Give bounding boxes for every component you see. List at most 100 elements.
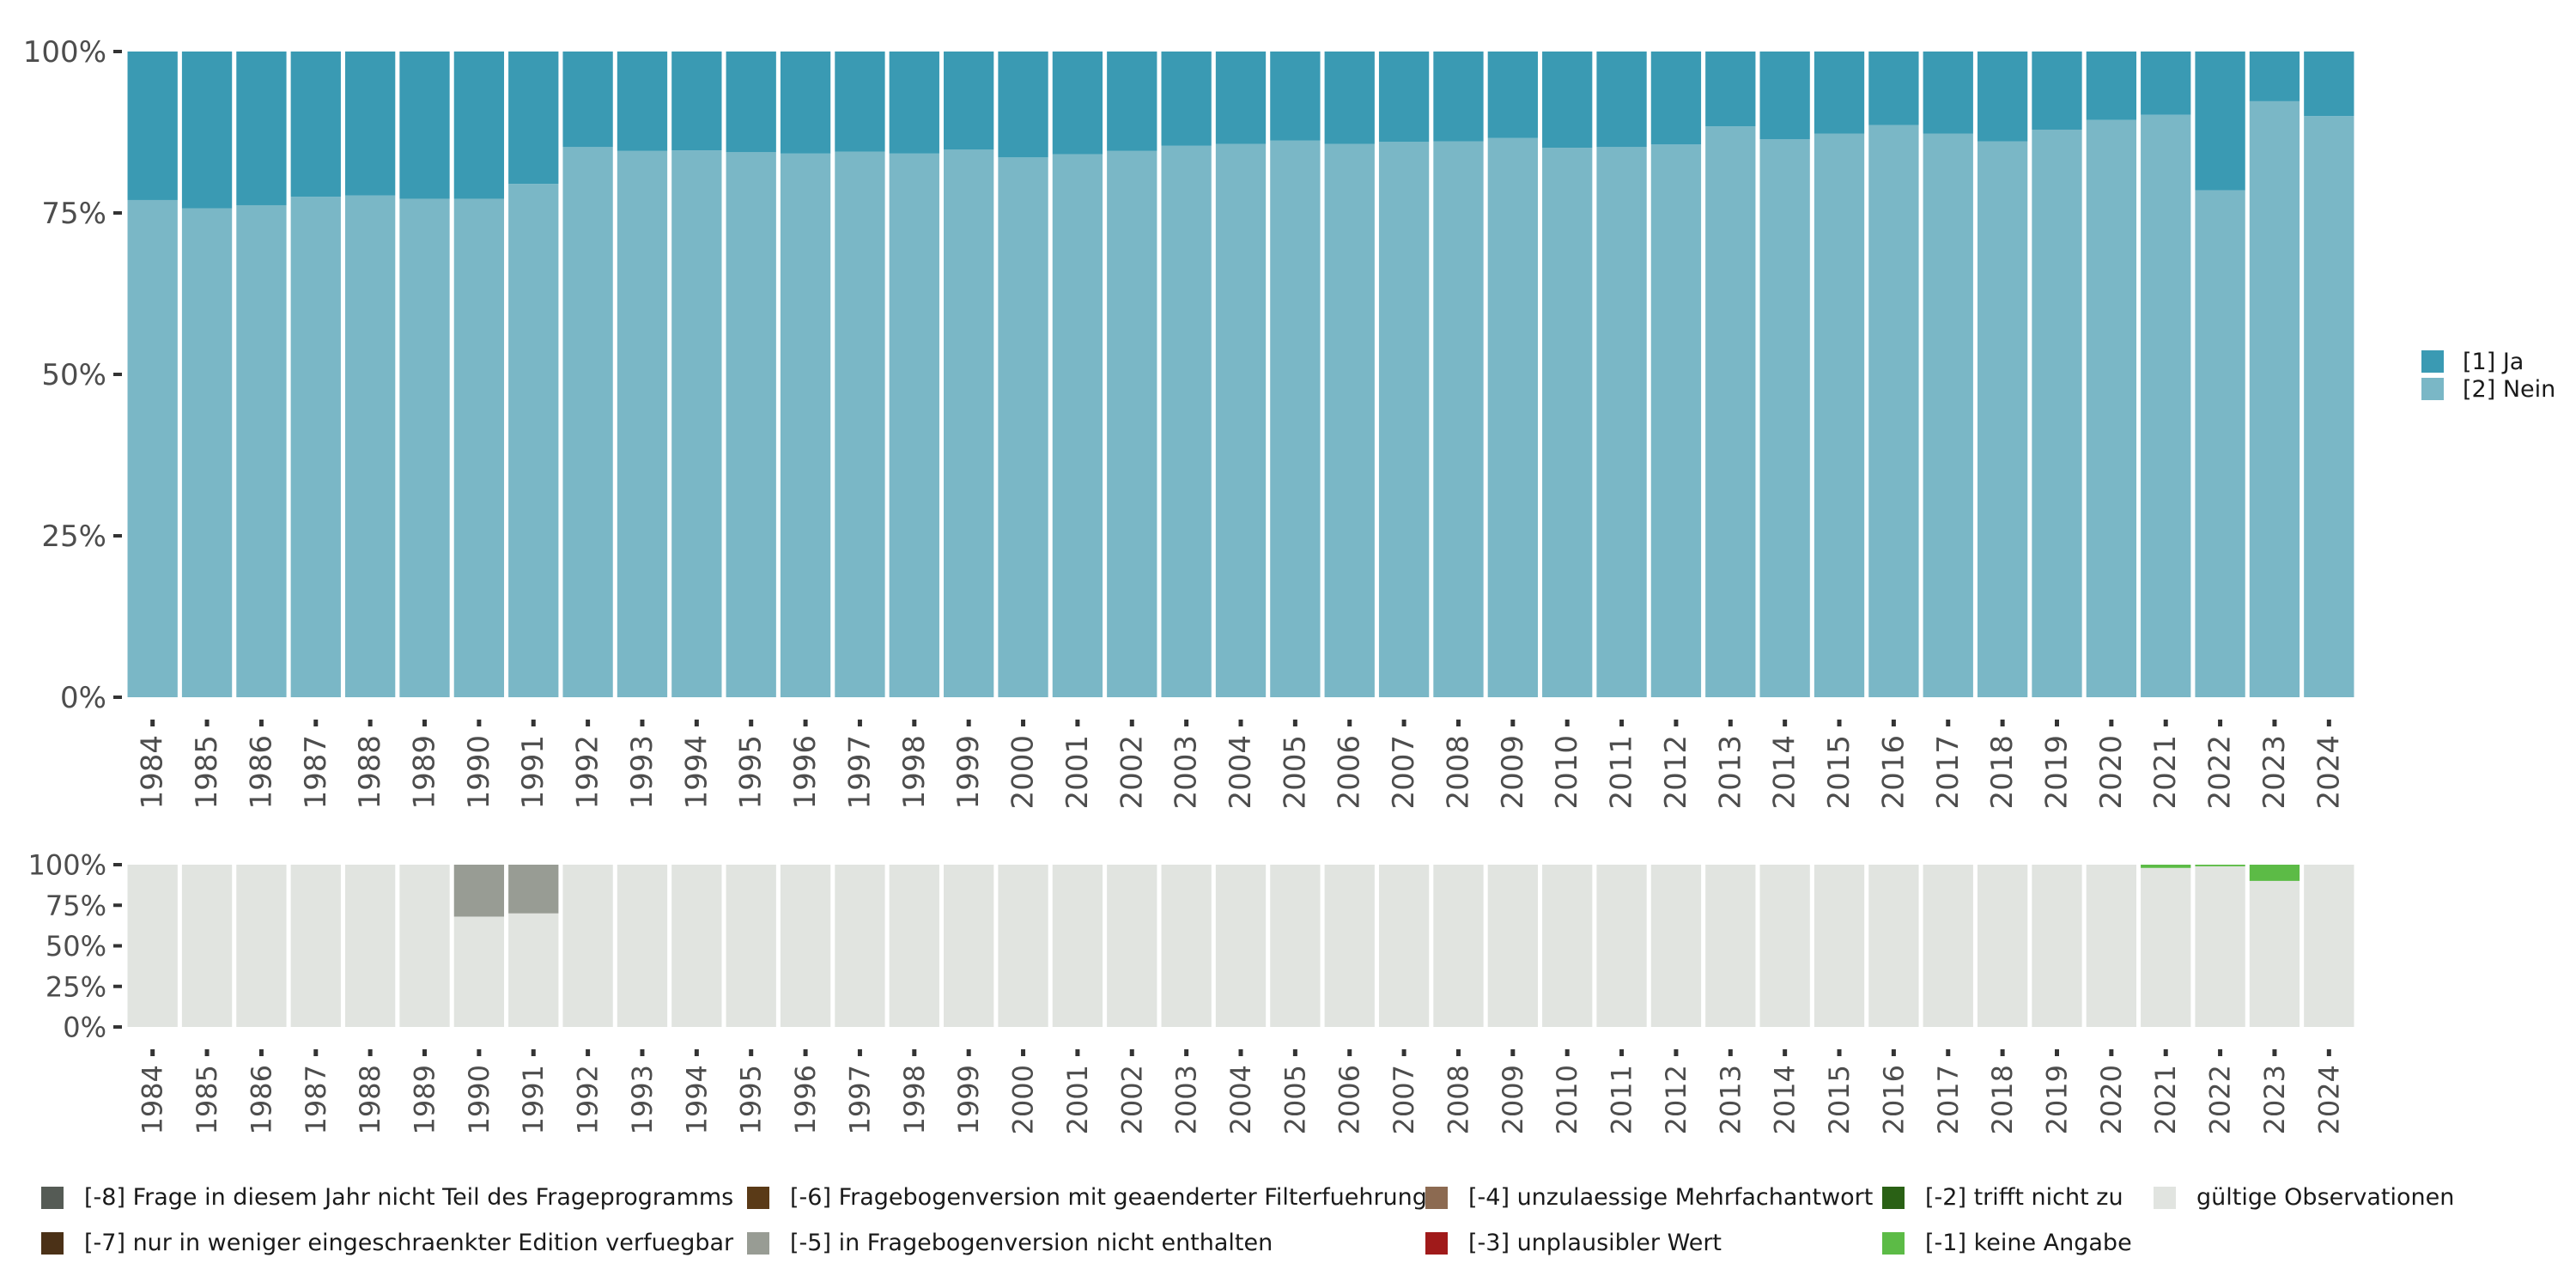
bottom-bar-1996-series-0: [780, 865, 831, 1027]
top-bar-2012-series-1: [1650, 52, 1702, 145]
top-legend-swatch-0: [2421, 350, 2444, 373]
top-bar-2010-series-1: [1542, 52, 1593, 149]
top-bar-1997-series-0: [835, 151, 885, 697]
bottom-x-tick-label-2013: 2013: [1714, 1065, 1747, 1134]
bottom-x-tick-label-2008: 2008: [1442, 1065, 1474, 1134]
top-bar-2006-series-0: [1324, 143, 1375, 698]
top-bar-1991-series-0: [508, 184, 559, 697]
top-bar-1990-series-1: [453, 52, 505, 199]
top-bar-2005-series-0: [1270, 140, 1321, 697]
bottom-x-tick-label-2022: 2022: [2204, 1065, 2237, 1134]
top-bar-1996-series-1: [780, 52, 831, 154]
top-bar-2016-series-1: [1868, 52, 1919, 125]
top-x-tick-label-1985: 1985: [190, 735, 224, 810]
bottom-y-tick-label-0: 0%: [63, 1012, 106, 1044]
bottom-x-tick-label-1988: 1988: [354, 1065, 386, 1134]
bottom-bar-1994-series-0: [671, 865, 722, 1027]
top-x-tick-label-1988: 1988: [353, 735, 387, 810]
top-x-tick-label-2004: 2004: [1224, 735, 1258, 810]
bottom-x-tick-label-2017: 2017: [1932, 1065, 1965, 1134]
top-x-tick-label-1991: 1991: [516, 735, 550, 810]
bottom-bar-2011-series-0: [1596, 865, 1647, 1027]
bottom-x-tick-label-2011: 2011: [1606, 1065, 1638, 1134]
bottom-x-tick-label-1991: 1991: [517, 1065, 550, 1134]
bottom-x-tick-label-2021: 2021: [2149, 1065, 2182, 1134]
top-legend: [1] Ja[2] Nein: [2421, 349, 2555, 403]
top-bar-2011-series-0: [1596, 147, 1647, 698]
bottom-bar-2022-series-2: [2195, 865, 2245, 866]
top-bar-2019-series-0: [2032, 129, 2082, 698]
top-bar-2015-series-0: [1814, 133, 1865, 697]
top-x-tick-label-2018: 2018: [1985, 735, 2020, 810]
top-bar-2014-series-1: [1759, 52, 1810, 140]
top-y-tick-label-2: 50%: [41, 358, 106, 392]
bottom-bar-1984-series-0: [127, 865, 178, 1027]
top-x-tick-label-2010: 2010: [1550, 735, 1584, 810]
bottom-bar-1988-series-0: [345, 865, 396, 1027]
top-bar-2013-series-0: [1705, 126, 1756, 698]
bottom-x-tick-label-1986: 1986: [245, 1065, 277, 1134]
bottom-x-tick-label-2020: 2020: [2095, 1065, 2128, 1134]
top-x-tick-label-1994: 1994: [679, 735, 714, 810]
bottom-x-tick-label-2018: 2018: [1986, 1065, 2019, 1134]
bottom-x-tick-label-1987: 1987: [300, 1065, 332, 1134]
top-x-tick-label-2022: 2022: [2203, 735, 2238, 810]
bottom-x-tick-label-2024: 2024: [2312, 1065, 2345, 1134]
bottom-x-tick-label-2001: 2001: [1061, 1065, 1094, 1134]
bottom-bar-1989-series-0: [399, 865, 450, 1027]
top-x-tick-label-1992: 1992: [571, 735, 605, 810]
top-bar-1992-series-0: [562, 147, 613, 698]
top-bar-2017-series-0: [1923, 133, 1973, 697]
top-bar-1994-series-1: [671, 52, 722, 151]
top-x-tick-label-1999: 1999: [951, 735, 986, 810]
top-bar-2020-series-0: [2086, 119, 2137, 697]
top-legend-swatch-1: [2421, 378, 2444, 400]
top-bar-2010-series-0: [1542, 148, 1593, 698]
bottom-x-tick-label-1985: 1985: [191, 1065, 223, 1134]
top-x-tick-label-1993: 1993: [625, 735, 659, 810]
bottom-bar-2004-series-0: [1215, 865, 1267, 1027]
bottom-bar-1993-series-0: [617, 865, 668, 1027]
top-x-tick-label-1987: 1987: [299, 735, 333, 810]
top-x-tick-label-2020: 2020: [2094, 735, 2129, 810]
top-bar-2004-series-1: [1215, 52, 1267, 144]
top-x-tick-label-2024: 2024: [2312, 735, 2346, 810]
top-bar-1986-series-0: [236, 204, 287, 698]
top-bar-2024-series-0: [2304, 116, 2354, 697]
bottom-bar-2021-series-0: [2141, 867, 2191, 1027]
bottom-bar-1991-series-1: [508, 865, 559, 914]
top-bar-2022-series-0: [2195, 190, 2245, 697]
top-bar-2018-series-0: [1977, 141, 2028, 697]
bottom-bar-1992-series-0: [562, 865, 613, 1027]
top-bar-1984-series-1: [127, 52, 178, 200]
top-bar-2006-series-1: [1324, 52, 1375, 144]
bottom-x-tick-label-1998: 1998: [898, 1065, 931, 1134]
top-y-tick-label-3: 75%: [41, 197, 106, 231]
top-bar-2024-series-1: [2304, 52, 2354, 117]
top-x-tick-label-2002: 2002: [1115, 735, 1149, 810]
bottom-bar-2014-series-0: [1759, 865, 1810, 1027]
top-bar-1995-series-0: [726, 152, 776, 697]
top-x-tick-label-1984: 1984: [136, 735, 170, 810]
top-bar-2020-series-1: [2086, 52, 2137, 120]
bottom-y-tick-label-3: 75%: [46, 890, 106, 922]
top-x-tick-label-2015: 2015: [1822, 735, 1856, 810]
top-x-tick-label-2017: 2017: [1931, 735, 1965, 810]
bottom-bar-1986-series-0: [236, 865, 287, 1027]
bottom-bar-2023-series-0: [2249, 880, 2300, 1027]
top-bar-2009-series-1: [1487, 52, 1538, 138]
bottom-bar-2007-series-0: [1378, 865, 1430, 1027]
bottom-x-tick-label-2023: 2023: [2258, 1065, 2291, 1134]
bottom-bar-2001-series-0: [1052, 865, 1103, 1027]
bottom-bar-1995-series-0: [726, 865, 776, 1027]
top-y-tick-label-0: 0%: [60, 681, 106, 715]
bottom-bar-2018-series-0: [1977, 865, 2028, 1027]
bottom-x-tick-label-2019: 2019: [2040, 1065, 2073, 1134]
bottom-bar-2013-series-0: [1705, 865, 1756, 1027]
top-x-tick-label-1996: 1996: [788, 735, 823, 810]
bottom-x-tick-label-2015: 2015: [1823, 1065, 1856, 1134]
bottom-x-tick-label-2004: 2004: [1224, 1065, 1257, 1134]
top-x-tick-label-2003: 2003: [1170, 735, 1204, 810]
top-bar-1996-series-0: [780, 153, 831, 697]
top-bar-1993-series-1: [617, 52, 668, 151]
